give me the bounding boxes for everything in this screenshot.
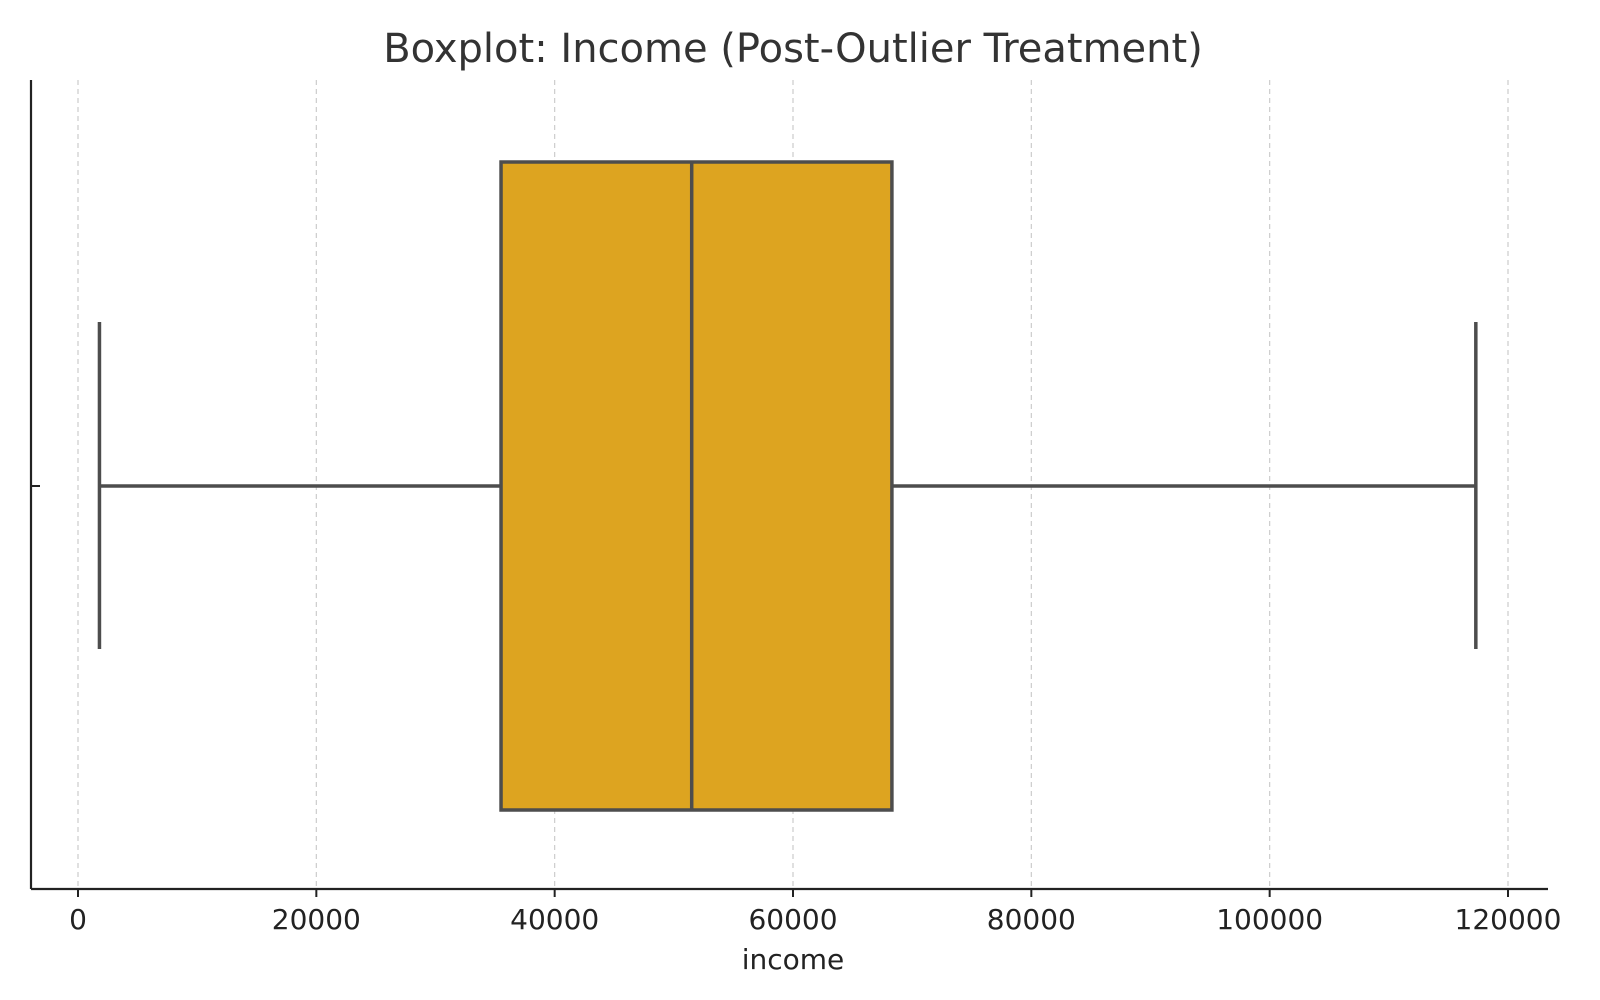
x-tick-label: 40000 [510, 903, 599, 936]
x-tick-label: 20000 [272, 903, 361, 936]
x-axis-ticks: 0 20000 40000 60000 80000 100000 120000 [69, 889, 1561, 936]
x-tick-label: 80000 [987, 903, 1076, 936]
x-tick-label: 120000 [1455, 903, 1562, 936]
x-axis-label: income [742, 943, 845, 976]
axes [29, 80, 1548, 891]
x-tick-label: 0 [69, 903, 87, 936]
boxplot-series [97, 160, 1478, 812]
iqr-box [499, 160, 894, 812]
x-tick-label: 100000 [1216, 903, 1323, 936]
x-tick-label: 60000 [748, 903, 837, 936]
chart-title: Boxplot: Income (Post-Outlier Treatment) [383, 26, 1203, 72]
